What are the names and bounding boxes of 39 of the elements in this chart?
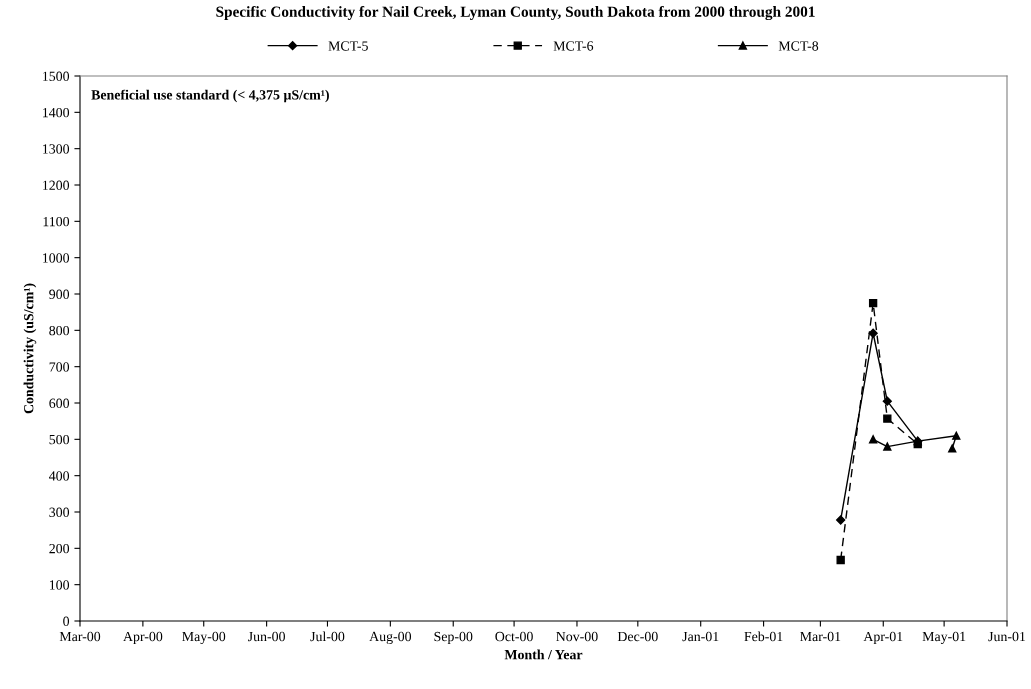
legend-label: MCT-6	[553, 41, 594, 51]
x-tick-label: Dec-00	[617, 631, 658, 642]
x-tick-label: Jan-01	[682, 631, 719, 642]
x-tick-label: Apr-01	[863, 631, 903, 645]
y-tick-label: 300	[49, 507, 70, 517]
x-tick-label: Mar-01	[800, 631, 841, 642]
x-tick-label: Oct-00	[495, 631, 533, 642]
x-tick-label: Sep-00	[434, 631, 473, 645]
y-tick-label: 800	[49, 325, 70, 336]
y-tick-label: 1100	[43, 216, 70, 227]
y-tick-label: 900	[49, 289, 70, 299]
y-tick-label: 1000	[43, 253, 70, 263]
legend-label: MCT-8	[778, 41, 819, 51]
y-tick-label: 1500	[43, 71, 70, 81]
chart-title: Specific Conductivity for Nail Creek, Lyman County, South Dakota from 2000 through 2001	[216, 5, 815, 21]
y-tick-label: 100	[49, 580, 70, 590]
x-tick-label: May-01	[922, 631, 966, 645]
y-tick-label: 1300	[43, 144, 70, 154]
y-tick-label: 200	[49, 543, 70, 554]
x-tick-label: Feb-01	[744, 631, 783, 642]
x-tick-label: Jun-01	[988, 631, 1026, 642]
y-tick-label: 500	[49, 434, 70, 445]
y-tick-label: 1200	[43, 180, 70, 190]
x-tick-label: May-00	[182, 631, 226, 645]
x-tick-label: Jun-00	[248, 631, 285, 642]
x-axis-title: Month / Year	[504, 649, 583, 660]
y-tick-label: 1400	[43, 107, 70, 118]
x-tick-label: Aug-00	[369, 631, 412, 645]
x-tick-label: Nov-00	[556, 631, 598, 642]
y-tick-label: 700	[49, 362, 70, 372]
y-tick-label: 400	[49, 471, 70, 481]
x-tick-label: Jul-00	[310, 631, 345, 642]
x-tick-label: Apr-00	[123, 631, 163, 645]
x-tick-label: Mar-00	[59, 631, 101, 642]
y-axis-title: Conductivity (uS/cm¹)	[23, 283, 37, 414]
legend-label: MCT-5	[328, 41, 368, 51]
y-tick-label: 600	[49, 398, 70, 408]
annotation: Beneficial use standard (< 4,375 µS/cm¹)	[91, 89, 329, 103]
y-tick-label: 0	[63, 616, 70, 626]
